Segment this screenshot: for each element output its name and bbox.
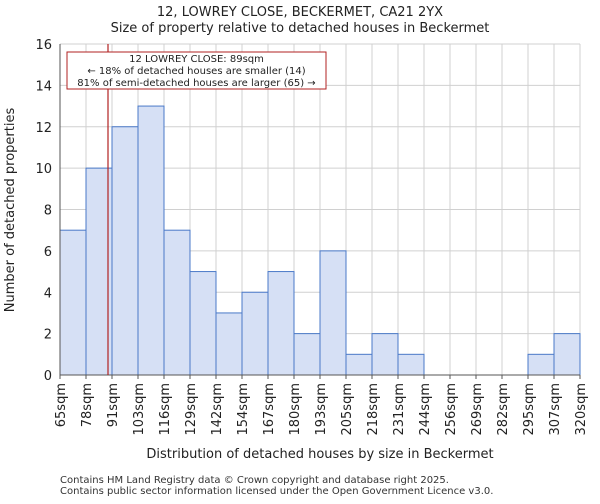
chart-title: 12, LOWREY CLOSE, BECKERMET, CA21 2YX <box>157 5 443 20</box>
annotation-line-2: ← 18% of detached houses are smaller (14… <box>87 66 305 77</box>
footer-line-2: Contains public sector information licen… <box>60 486 493 497</box>
histogram-bar <box>163 229 191 376</box>
histogram-bar <box>397 353 425 376</box>
x-tick-label: 78sqm <box>80 383 95 427</box>
y-tick-label: 8 <box>44 204 52 219</box>
y-tick-label: 6 <box>44 245 52 260</box>
axes: 0 2 4 6 8 10 12 14 16 65sqm 78sqm 91sqm 103sqm 116sqm… <box>35 38 589 436</box>
bars <box>59 105 581 376</box>
histogram-bar <box>267 271 295 376</box>
x-tick-label: 193sqm <box>314 383 329 436</box>
x-tick-label: 154sqm <box>236 383 251 436</box>
x-tick-label: 320sqm <box>574 383 589 436</box>
x-tick-label: 142sqm <box>210 383 225 436</box>
x-axis-label: Distribution of detached houses by size … <box>146 447 493 462</box>
chart-subtitle: Size of property relative to detached ho… <box>111 21 490 36</box>
x-tick-label: 244sqm <box>418 383 433 436</box>
x-tick-label: 307sqm <box>548 383 563 436</box>
y-tick-label: 10 <box>35 162 52 177</box>
histogram-bar <box>111 126 139 376</box>
x-tick-label: 205sqm <box>340 383 355 436</box>
y-tick-label: 16 <box>35 38 52 53</box>
histogram-bar <box>319 250 347 376</box>
x-tick-label: 256sqm <box>444 383 459 436</box>
x-tick-label: 129sqm <box>184 383 199 436</box>
histogram-bar <box>371 333 399 376</box>
y-tick-label: 4 <box>44 286 52 301</box>
annotation-line-1: 12 LOWREY CLOSE: 89sqm <box>129 54 264 65</box>
x-tick-label: 91sqm <box>106 383 121 427</box>
annotation-line-3: 81% of semi-detached houses are larger (… <box>77 78 315 89</box>
annotation-frame <box>66 51 327 90</box>
histogram-bar <box>59 229 87 376</box>
histogram-bar <box>553 333 581 376</box>
x-tick-label: 103sqm <box>132 383 147 436</box>
x-tick-label: 282sqm <box>496 383 511 436</box>
histogram-bar <box>293 333 321 376</box>
histogram-bar <box>215 312 243 376</box>
x-tick-label: 295sqm <box>522 383 537 436</box>
histogram-bar <box>345 353 373 376</box>
x-tick-label: 231sqm <box>392 383 407 436</box>
y-tick-label: 14 <box>35 79 52 94</box>
histogram-bar <box>189 271 217 376</box>
x-tick-label: 65sqm <box>54 383 69 427</box>
annotation-box: 12 LOWREY CLOSE: 89sqm ← 18% of detached… <box>66 51 327 90</box>
y-tick-label: 2 <box>44 328 52 343</box>
histogram-bar <box>137 105 165 376</box>
x-tick-label: 116sqm <box>158 383 173 436</box>
x-tick-label: 218sqm <box>366 383 381 436</box>
x-tick-label: 269sqm <box>470 383 485 436</box>
y-tick-label: 0 <box>44 369 52 384</box>
x-tick-label: 167sqm <box>262 383 277 436</box>
y-tick-label: 12 <box>35 121 52 136</box>
y-axis-label: Number of detached properties <box>3 108 18 313</box>
x-tick-label: 180sqm <box>288 383 303 436</box>
histogram-bar <box>241 291 269 376</box>
footer-line-1: Contains HM Land Registry data © Crown c… <box>60 475 449 486</box>
histogram-bar <box>527 353 555 376</box>
